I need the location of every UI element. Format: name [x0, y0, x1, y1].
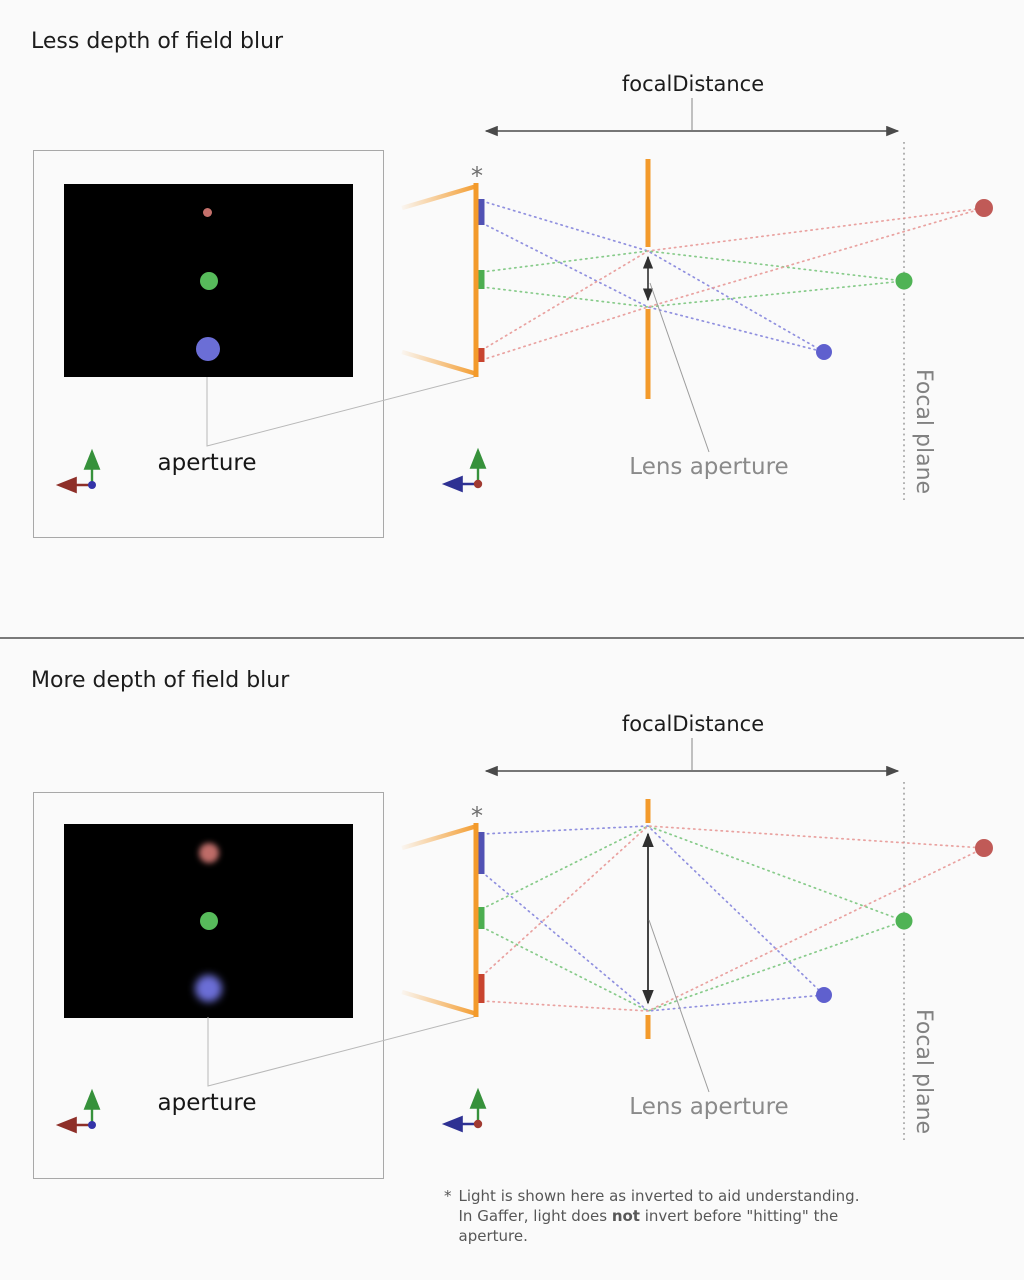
rendered-image — [64, 824, 353, 1018]
focal-plane-label: Focal plane — [911, 369, 936, 495]
sensor-asterisk: * — [471, 802, 483, 830]
scene-dot-blue — [816, 344, 832, 360]
lens-aperture-callout-line — [649, 282, 710, 453]
ray-red-lower — [481, 847, 985, 1012]
footnote-asterisk: * — [444, 1187, 452, 1205]
camera-frustum-top — [401, 823, 478, 851]
image-dot-blue-blurred — [195, 975, 222, 1002]
footnote-line2-bold: not — [611, 1207, 640, 1225]
camera-frustum-bottom — [401, 349, 478, 377]
sensor-red-image — [478, 348, 485, 362]
scene-dot-blue — [816, 987, 832, 1003]
focal-plane-label: Focal plane — [911, 1009, 936, 1135]
z-axis-dot — [473, 479, 483, 489]
scene-dot-green — [895, 912, 913, 930]
camera-frustum-bottom — [401, 989, 478, 1017]
camera-axis-gizmo — [441, 447, 487, 493]
camera-frustum-top — [401, 183, 478, 211]
camera-view-box-more-blur — [33, 792, 384, 1179]
footnote-text: Light is shown here as inverted to aid u… — [459, 1186, 860, 1246]
lens-aperture-label: Lens aperture — [629, 454, 789, 480]
camera-view-box-less-blur — [33, 150, 384, 538]
sensor-asterisk: * — [471, 162, 483, 190]
ray-red-lower — [481, 207, 985, 361]
lens-aperture-label: Lens aperture — [629, 1094, 789, 1120]
light-rays — [481, 200, 985, 361]
image-dot-red — [203, 208, 212, 217]
sensor-green-image — [478, 907, 485, 929]
sensor-green-image — [478, 270, 485, 289]
z-axis-dot — [473, 1119, 483, 1129]
focal-distance-label: focalDistance — [621, 72, 765, 96]
ray-blue-upper — [481, 200, 825, 353]
sensor-blue-image — [478, 199, 485, 225]
footnote-line2-end: invert before "hitting" the — [639, 1207, 839, 1225]
image-dot-red-blurred — [199, 843, 219, 863]
camera-axis-gizmo — [441, 1087, 487, 1133]
ray-green-lower — [481, 280, 905, 308]
image-dot-green — [200, 272, 218, 290]
scene-dot-green — [895, 272, 913, 290]
ray-green-upper — [481, 825, 905, 922]
ray-red-upper — [481, 825, 985, 977]
footnote: * Light is shown here as inverted to aid… — [444, 1186, 914, 1246]
ray-blue-lower — [481, 871, 825, 1012]
lens-aperture-callout-line — [648, 919, 710, 1093]
sensor-blue-image — [478, 832, 485, 874]
ray-green-lower — [481, 920, 905, 1012]
scene-dot-red — [975, 199, 993, 217]
footnote-line1: Light is shown here as inverted to aid u… — [458, 1187, 860, 1205]
ray-green-upper — [481, 250, 905, 282]
aperture-label: aperture — [157, 1090, 257, 1116]
ray-blue-lower — [481, 222, 825, 353]
page-title: More depth of field blur — [31, 668, 290, 693]
rendered-image — [64, 184, 353, 377]
page-title: Less depth of field blur — [31, 29, 284, 54]
sensor-red-image — [478, 974, 485, 1003]
footnote-line2-start: In Gaffer, light does — [458, 1207, 612, 1225]
ray-red-upper — [481, 207, 985, 351]
scene-dot-red — [975, 839, 993, 857]
light-rays — [481, 825, 985, 1012]
image-dot-green — [200, 912, 218, 930]
footnote-line3: aperture. — [458, 1227, 528, 1245]
aperture-label: aperture — [157, 450, 257, 476]
ray-blue-upper — [481, 825, 825, 996]
image-dot-blue — [196, 337, 220, 361]
focal-distance-label: focalDistance — [621, 712, 765, 736]
